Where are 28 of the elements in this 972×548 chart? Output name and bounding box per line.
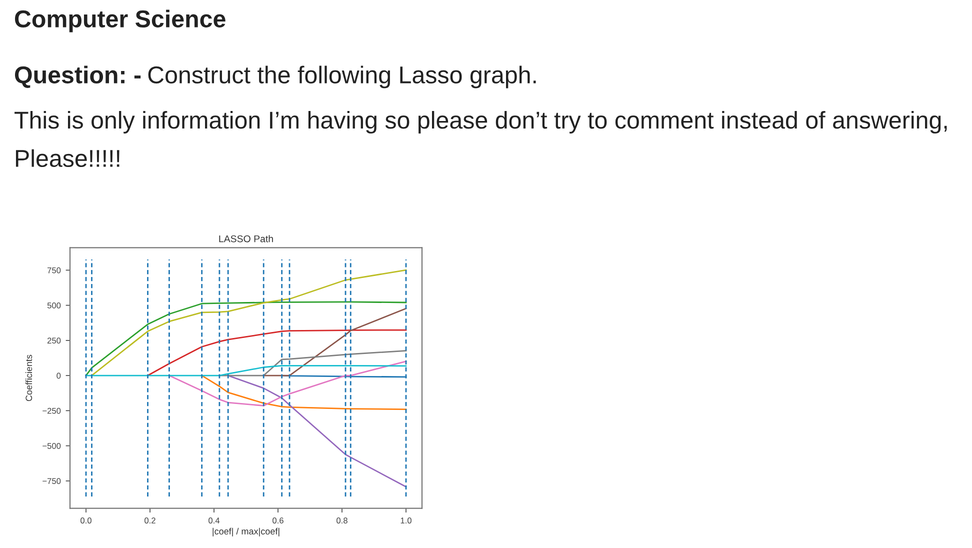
- x-tick-label: 0.8: [336, 518, 348, 524]
- y-axis-title: Coefficients: [25, 354, 32, 402]
- chart-title: LASSO Path: [219, 235, 273, 242]
- line-series: [262, 308, 407, 376]
- y-tick-label: 250: [47, 338, 61, 344]
- y-tick-label: −250: [42, 408, 61, 414]
- x-axis-title: |coef| / max|coef|: [212, 528, 280, 536]
- text: This is only information I’m having so please don’t try to comment instead of answering, Please!!!!!: [14, 111, 947, 168]
- text: Computer Science: [14, 10, 226, 32]
- x-tick-label: 0.2: [144, 518, 156, 524]
- line-series: [91, 269, 407, 376]
- line-series: [85, 365, 407, 376]
- text: Construct the following Lasso graph.: [148, 66, 536, 88]
- y-tick-label: 750: [47, 267, 61, 274]
- y-tick-label: −500: [42, 442, 61, 449]
- x-tick-label: 0.0: [80, 518, 92, 524]
- x-tick-label: 0.6: [272, 518, 284, 524]
- line-series: [85, 301, 407, 376]
- line-series: [168, 360, 407, 406]
- line-series: [201, 374, 407, 410]
- x-tick-label: 1.0: [400, 518, 412, 524]
- y-tick-label: −750: [42, 478, 61, 484]
- line-series: [147, 329, 407, 376]
- y-tick-label: 0: [56, 372, 61, 379]
- text: Question: -: [14, 66, 141, 88]
- y-tick-label: 500: [47, 302, 61, 308]
- line-series: [227, 374, 407, 488]
- x-tick-label: 0.4: [208, 518, 220, 524]
